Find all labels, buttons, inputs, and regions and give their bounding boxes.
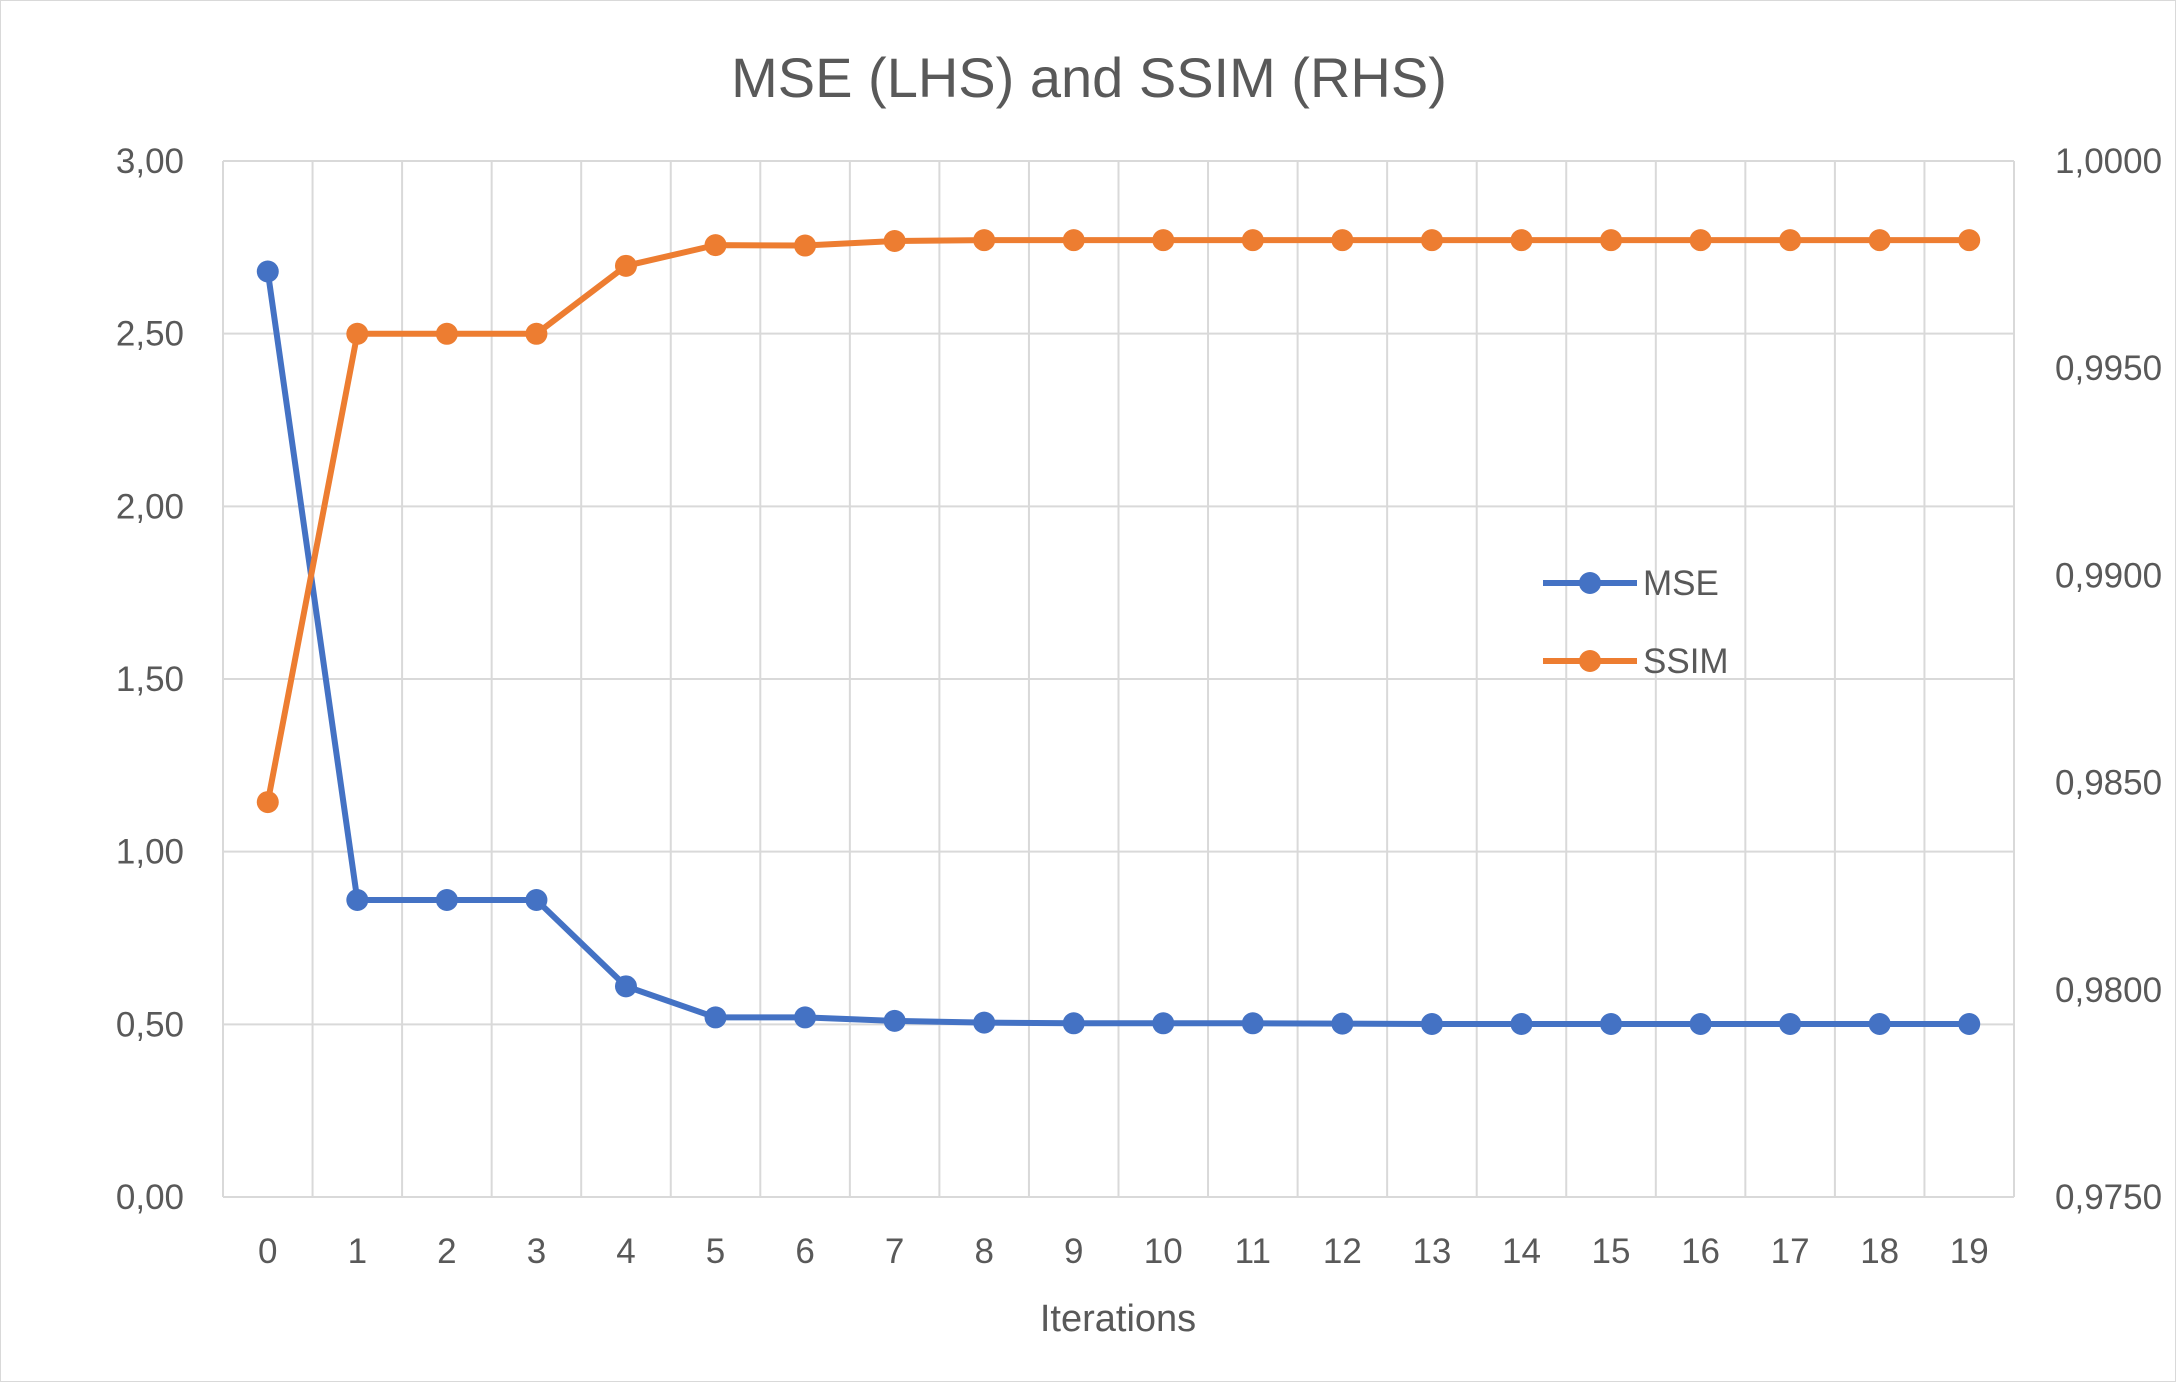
y-right-tick-label: 1,0000	[2055, 142, 2162, 181]
data-point-mse	[1152, 1012, 1175, 1035]
legend-label-ssim: SSIM	[1643, 642, 1729, 681]
series-line-mse	[264, 271, 1970, 1027]
x-tick-label: 4	[616, 1232, 635, 1271]
data-point-mse	[435, 889, 458, 912]
x-tick-label: 10	[1144, 1232, 1183, 1271]
data-point-mse	[1062, 1012, 1085, 1035]
data-point-mse	[346, 889, 369, 912]
x-tick-label: 3	[527, 1232, 546, 1271]
data-point-mse	[1868, 1012, 1891, 1035]
data-point-mse	[794, 1006, 817, 1029]
x-tick-label: 7	[885, 1232, 904, 1271]
x-tick-label: 12	[1323, 1232, 1362, 1271]
data-point-ssim	[1868, 229, 1891, 252]
x-tick-label: 2	[437, 1232, 456, 1271]
data-point-ssim	[1241, 229, 1264, 252]
x-tick-label: 1	[348, 1232, 367, 1271]
y-left-tick-label: 2,00	[116, 487, 184, 526]
data-point-ssim	[704, 234, 727, 257]
data-point-ssim	[1152, 229, 1175, 252]
x-tick-label: 5	[706, 1232, 725, 1271]
data-point-ssim	[794, 234, 817, 257]
data-point-mse	[1958, 1012, 1981, 1035]
legend-swatch-marker-mse	[1579, 572, 1601, 594]
x-tick-label: 6	[795, 1232, 814, 1271]
series-line-ssim	[264, 237, 1970, 803]
legend-label-mse: MSE	[1643, 564, 1719, 603]
data-point-mse	[1600, 1012, 1623, 1035]
legend-swatch-marker-ssim	[1579, 650, 1601, 672]
data-point-ssim	[346, 322, 369, 345]
y-right-tick-label: 0,9900	[2055, 556, 2162, 595]
y-left-tick-label: 0,50	[116, 1005, 184, 1044]
data-point-ssim	[1958, 229, 1981, 252]
legend: MSE SSIM	[1543, 564, 1729, 681]
data-point-mse	[1510, 1012, 1533, 1035]
data-point-mse	[1779, 1012, 1802, 1035]
x-tick-label: 0	[258, 1232, 277, 1271]
x-tick-label: 14	[1502, 1232, 1541, 1271]
data-point-ssim	[1510, 229, 1533, 252]
chart-title: MSE (LHS) and SSIM (RHS)	[731, 46, 1447, 109]
y-right-tick-label: 0,9800	[2055, 971, 2162, 1010]
data-point-mse	[1420, 1012, 1443, 1035]
data-point-mse	[704, 1006, 727, 1029]
x-tick-label: 15	[1592, 1232, 1631, 1271]
data-point-ssim	[256, 791, 279, 814]
y-left-tick-label: 2,50	[116, 315, 184, 354]
data-point-ssim	[1331, 229, 1354, 252]
x-tick-label: 8	[974, 1232, 993, 1271]
y-left-tick-label: 3,00	[116, 142, 184, 181]
data-point-mse	[256, 260, 279, 283]
data-point-ssim	[973, 229, 996, 252]
data-point-ssim	[1779, 229, 1802, 252]
data-point-mse	[1689, 1012, 1712, 1035]
x-tick-label: 9	[1064, 1232, 1083, 1271]
data-point-ssim	[614, 254, 637, 277]
data-point-mse	[883, 1009, 906, 1032]
data-point-ssim	[435, 322, 458, 345]
x-tick-label: 11	[1235, 1232, 1271, 1271]
y-left-tick-label: 1,50	[116, 660, 184, 699]
data-point-ssim	[1062, 229, 1085, 252]
y-right-tick-label: 0,9850	[2055, 764, 2162, 803]
x-tick-label: 16	[1681, 1232, 1720, 1271]
y-left-tick-label: 0,00	[116, 1178, 184, 1217]
y-right-tick-label: 0,9950	[2055, 349, 2162, 388]
data-point-ssim	[883, 229, 906, 252]
data-point-mse	[525, 889, 548, 912]
y-right-tick-label: 0,9750	[2055, 1178, 2162, 1217]
series-layer	[256, 229, 1981, 1035]
data-point-mse	[1331, 1012, 1354, 1035]
axes: 0,00 0,50 1,00 1,50 2,00 2,50 3,00 0,9750 0,9800…	[116, 142, 2162, 1271]
y-left-tick-label: 1,00	[116, 833, 184, 872]
data-point-mse	[614, 975, 637, 998]
x-tick-label: 19	[1950, 1232, 1989, 1271]
data-point-mse	[1241, 1012, 1264, 1035]
x-axis-title: Iterations	[1040, 1298, 1196, 1340]
gridlines	[222, 160, 2015, 1198]
data-point-ssim	[1600, 229, 1623, 252]
data-point-mse	[973, 1011, 996, 1034]
data-point-ssim	[1420, 229, 1443, 252]
data-point-ssim	[1689, 229, 1712, 252]
data-point-ssim	[525, 322, 548, 345]
x-tick-label: 18	[1860, 1232, 1899, 1271]
x-tick-label: 17	[1771, 1232, 1810, 1271]
x-tick-label: 13	[1412, 1232, 1451, 1271]
